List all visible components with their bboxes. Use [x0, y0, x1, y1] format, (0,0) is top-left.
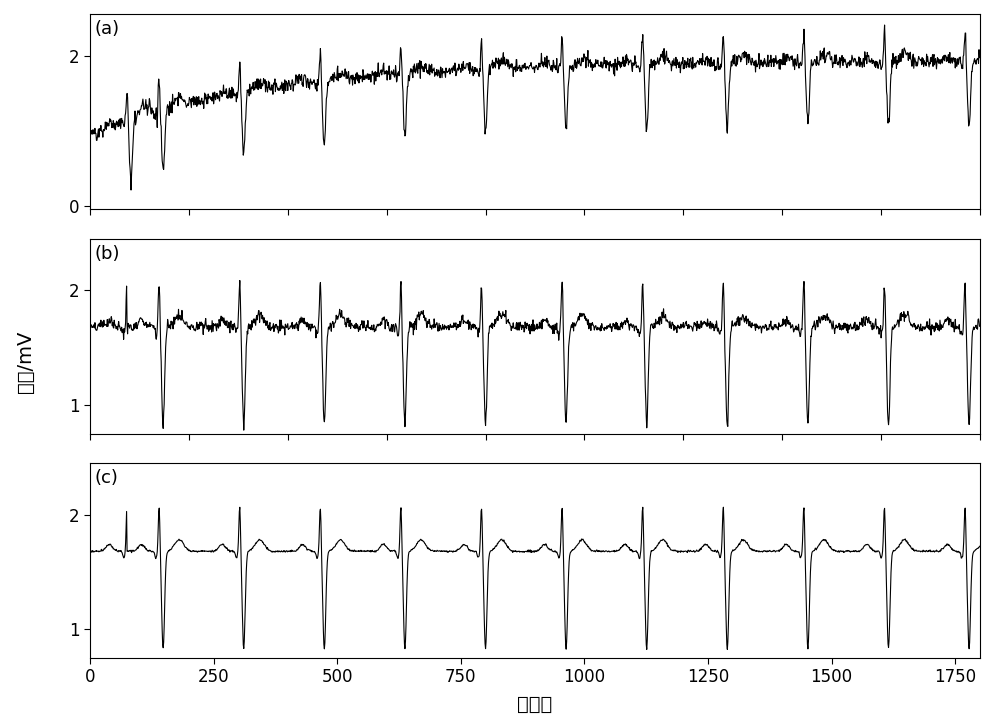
- Text: 幅値/mV: 幅値/mV: [15, 330, 34, 393]
- Text: (b): (b): [94, 244, 120, 262]
- Text: (c): (c): [94, 469, 118, 487]
- X-axis label: 样本点: 样本点: [517, 695, 553, 714]
- Text: (a): (a): [94, 20, 120, 38]
